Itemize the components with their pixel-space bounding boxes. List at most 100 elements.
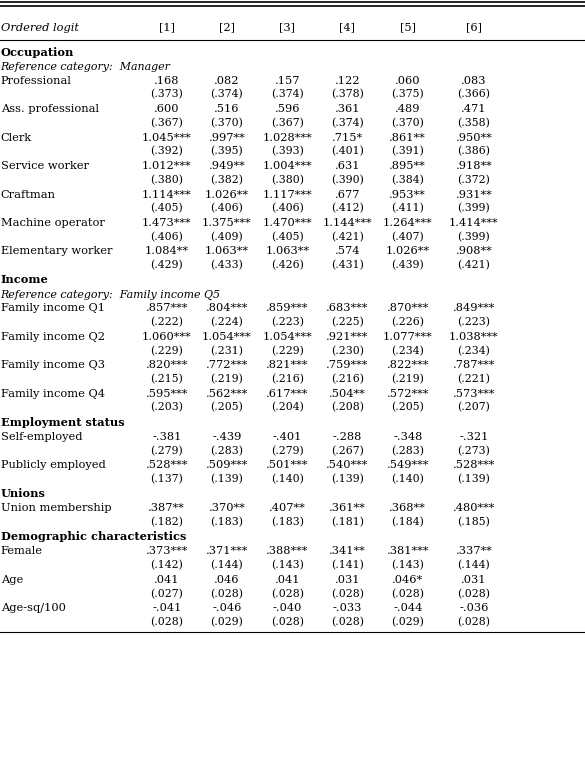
Text: .859***: .859***: [266, 303, 308, 314]
Text: .997**: .997**: [209, 132, 245, 143]
Text: 1.077***: 1.077***: [383, 331, 432, 342]
Text: .949**: .949**: [209, 161, 245, 171]
Text: .501***: .501***: [266, 460, 308, 471]
Text: .857***: .857***: [146, 303, 188, 314]
Text: (.139): (.139): [331, 474, 364, 484]
Text: -.348: -.348: [393, 431, 422, 442]
Text: .388***: .388***: [266, 546, 308, 557]
Text: .407**: .407**: [269, 503, 305, 514]
Text: .549***: .549***: [387, 460, 429, 471]
Text: Elementary worker: Elementary worker: [1, 246, 112, 257]
Text: Machine operator: Machine operator: [1, 218, 105, 228]
Text: .031: .031: [461, 574, 487, 585]
Text: [5]: [5]: [400, 22, 416, 33]
Text: .574: .574: [335, 246, 360, 257]
Text: (.358): (.358): [457, 118, 490, 128]
Text: .489: .489: [395, 104, 421, 115]
Text: .471: .471: [461, 104, 487, 115]
Text: .083: .083: [461, 75, 487, 86]
Text: (.205): (.205): [211, 402, 243, 413]
Text: 1.063**: 1.063**: [265, 246, 309, 257]
Text: (.279): (.279): [150, 445, 183, 456]
Text: (.216): (.216): [271, 374, 304, 384]
Text: .715*: .715*: [332, 132, 363, 143]
Text: .562***: .562***: [206, 388, 248, 399]
Text: Service worker: Service worker: [1, 161, 88, 171]
Text: (.273): (.273): [457, 445, 490, 456]
Text: .821***: .821***: [266, 360, 308, 371]
Text: (.384): (.384): [391, 175, 424, 185]
Text: (.219): (.219): [391, 374, 424, 384]
Text: (.028): (.028): [457, 588, 490, 599]
Text: .509***: .509***: [206, 460, 248, 471]
Text: (.393): (.393): [271, 146, 304, 157]
Text: .371***: .371***: [206, 546, 248, 557]
Text: (.373): (.373): [150, 89, 183, 100]
Text: (.219): (.219): [211, 374, 243, 384]
Text: (.215): (.215): [150, 374, 183, 384]
Text: [2]: [2]: [219, 22, 235, 33]
Text: (.137): (.137): [150, 474, 183, 484]
Text: .895**: .895**: [390, 161, 426, 171]
Text: 1.026**: 1.026**: [205, 189, 249, 200]
Text: .820***: .820***: [146, 360, 188, 371]
Text: -.046: -.046: [212, 603, 242, 614]
Text: (.231): (.231): [211, 345, 243, 356]
Text: (.409): (.409): [211, 231, 243, 242]
Text: 1.063**: 1.063**: [205, 246, 249, 257]
Text: Demographic characteristics: Demographic characteristics: [1, 531, 186, 542]
Text: Female: Female: [1, 546, 43, 557]
Text: 1.470***: 1.470***: [263, 218, 312, 228]
Text: (.143): (.143): [391, 560, 424, 571]
Text: .528***: .528***: [453, 460, 495, 471]
Text: (.395): (.395): [211, 146, 243, 157]
Text: 1.054***: 1.054***: [263, 331, 312, 342]
Text: .046: .046: [214, 574, 240, 585]
Text: (.279): (.279): [271, 445, 304, 456]
Text: (.283): (.283): [391, 445, 424, 456]
Text: (.028): (.028): [271, 588, 304, 599]
Text: (.144): (.144): [457, 560, 490, 571]
Text: .046*: .046*: [392, 574, 424, 585]
Text: -.288: -.288: [333, 431, 362, 442]
Text: (.405): (.405): [271, 231, 304, 242]
Text: (.399): (.399): [457, 231, 490, 242]
Text: Publicly employed: Publicly employed: [1, 460, 105, 471]
Text: Age-sq/100: Age-sq/100: [1, 603, 66, 614]
Text: (.412): (.412): [331, 203, 364, 214]
Text: -.041: -.041: [152, 603, 181, 614]
Text: [1]: [1]: [159, 22, 175, 33]
Text: .772***: .772***: [206, 360, 248, 371]
Text: (.205): (.205): [391, 402, 424, 413]
Text: (.185): (.185): [457, 517, 490, 528]
Text: (.208): (.208): [331, 402, 364, 413]
Text: .572***: .572***: [387, 388, 429, 399]
Text: (.382): (.382): [211, 175, 243, 185]
Text: .953**: .953**: [390, 189, 426, 200]
Text: (.367): (.367): [150, 118, 183, 128]
Text: -.040: -.040: [273, 603, 302, 614]
Text: .370**: .370**: [209, 503, 245, 514]
Text: .361: .361: [335, 104, 360, 115]
Text: (.028): (.028): [331, 617, 364, 628]
Text: (.223): (.223): [457, 317, 490, 328]
Text: (.216): (.216): [331, 374, 364, 384]
Text: -.321: -.321: [459, 431, 488, 442]
Text: .631: .631: [335, 161, 360, 171]
Text: (.391): (.391): [391, 146, 424, 157]
Text: .168: .168: [154, 75, 180, 86]
Text: .677: .677: [335, 189, 360, 200]
Text: (.406): (.406): [271, 203, 304, 214]
Text: .683***: .683***: [326, 303, 369, 314]
Text: (.029): (.029): [211, 617, 243, 628]
Text: (.367): (.367): [271, 118, 304, 128]
Text: [6]: [6]: [466, 22, 482, 33]
Text: (.429): (.429): [150, 260, 183, 271]
Text: .804***: .804***: [206, 303, 248, 314]
Text: 1.084**: 1.084**: [144, 246, 189, 257]
Text: .041: .041: [274, 574, 300, 585]
Text: Ass. professional: Ass. professional: [1, 104, 99, 115]
Text: (.375): (.375): [391, 89, 424, 100]
Text: Family income Q4: Family income Q4: [1, 388, 105, 399]
Text: (.380): (.380): [271, 175, 304, 185]
